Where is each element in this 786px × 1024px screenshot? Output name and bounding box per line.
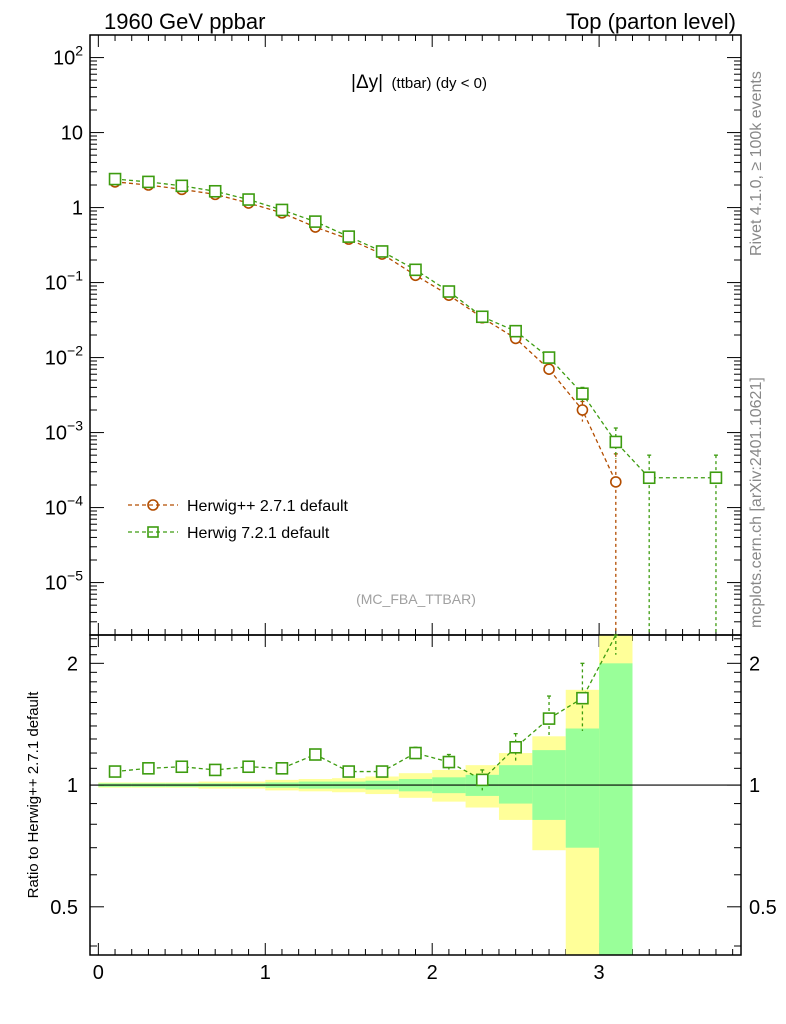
ratio-herwig7-point [576, 691, 589, 705]
legend-marker-herwigpp [147, 499, 159, 511]
herwig7-point [342, 230, 356, 243]
ratio-herwig7-point [208, 763, 222, 777]
ratio-y-tick-label: 1 [67, 775, 78, 797]
ratio-y-tick-label-right: 2 [749, 653, 760, 675]
herwig7-point [375, 245, 389, 258]
ratio-herwig7-point [142, 762, 155, 775]
ratio-herwig7-point [475, 773, 489, 787]
ratio-herwig7-point [175, 760, 189, 774]
herwig7-point [142, 175, 155, 189]
y-tick-label: 10−2 [45, 343, 83, 370]
herwig7-point [208, 184, 222, 198]
ratio-herwig7-point [275, 762, 289, 775]
herwig7-point [475, 310, 489, 324]
ratio-herwig7-point [242, 760, 255, 774]
ratio-ylabel: Ratio to Herwig++ 2.7.1 default [25, 691, 42, 899]
y-tick-label: 10−5 [45, 568, 83, 595]
x-tick-label: 1 [260, 962, 271, 984]
y-tick-label: 1 [72, 198, 83, 220]
herwigpp-line [114, 181, 617, 483]
analysis-id: (MC_FBA_TTBAR) [356, 591, 476, 607]
herwig7-point [108, 172, 122, 186]
herwig7-point [275, 203, 289, 217]
herwig7-point [642, 471, 656, 485]
header-energy: 1960 GeV ppbar [104, 9, 265, 34]
herwig7-point [175, 179, 189, 193]
y-tick-label: 10−4 [45, 493, 83, 520]
herwig7-point [542, 351, 556, 364]
herwig7-point [442, 285, 456, 298]
legend-label-herwig7: Herwig 7.2.1 default [187, 525, 330, 542]
herwig7-line [114, 178, 716, 479]
legend-entry-herwig7: Herwig 7.2.1 default [128, 525, 330, 542]
ratio-herwig7-point [442, 755, 456, 769]
ratio-panel: 0 1 2 3 0.5 0.5 1 1 2 2 [50, 634, 777, 984]
band-green-bin [599, 663, 633, 955]
ratio-frame [89, 634, 742, 956]
herwig7-point [576, 387, 589, 400]
herwig7-point [709, 471, 723, 485]
herwig7-point [242, 193, 255, 206]
legend: Herwig++ 2.7.1 default Herwig 7.2.1 defa… [128, 498, 349, 542]
mcplots-label: mcplots.cern.ch [arXiv:2401.10621] [748, 377, 765, 628]
band-green-bin [565, 728, 600, 848]
y-tick-label: 10−1 [45, 268, 83, 295]
ratio-herwig7-point [375, 765, 389, 778]
rivet-label: Rivet 4.1.0, ≥ 100k events [748, 71, 765, 256]
ratio-y-tick-label: 2 [67, 653, 78, 675]
x-tick-label: 2 [427, 962, 438, 984]
ratio-y-tick-label: 0.5 [50, 897, 78, 919]
main-panel: 10−5 10−4 10−3 10−2 10−1 1 10 102 [45, 34, 742, 955]
ratio-herwig7-point [542, 712, 556, 725]
ratio-herwig7-point [409, 746, 422, 760]
legend-entry-herwigpp: Herwig++ 2.7.1 default [128, 498, 349, 515]
herwig7-point [409, 263, 422, 277]
x-tick-label: 3 [594, 962, 605, 984]
herwig7-point [609, 435, 623, 449]
ratio-y-tick-label-right: 0.5 [749, 897, 777, 919]
band-green-bin [498, 765, 533, 804]
plot-title-main: |Δy| [351, 72, 383, 93]
ratio-y-tick-label-right: 1 [749, 775, 760, 797]
plot-title: |Δy| (ttbar) (dy < 0) [351, 72, 487, 93]
ratio-herwig7-point [509, 740, 522, 754]
ratio-herwig7-point [309, 748, 322, 761]
herwigpp-point [610, 476, 622, 488]
herwigpp-point [576, 404, 589, 416]
y-tick-label: 10 [61, 123, 83, 145]
legend-marker-herwig7 [147, 526, 159, 538]
ratio-herwig7-point [108, 765, 122, 778]
header-process: Top (parton level) [566, 9, 736, 34]
x-tick-label: 0 [93, 962, 104, 984]
y-tick-label: 102 [53, 43, 83, 70]
herwigpp-point [543, 363, 555, 375]
y-tick-label: 10−3 [45, 418, 83, 445]
legend-label-herwigpp: Herwig++ 2.7.1 default [187, 498, 349, 515]
herwig7-point [509, 324, 522, 338]
herwig7-point [309, 215, 322, 228]
ratio-herwig7-point [342, 765, 356, 778]
plot-title-sub: (ttbar) (dy < 0) [392, 75, 487, 92]
main-frame [89, 34, 742, 636]
